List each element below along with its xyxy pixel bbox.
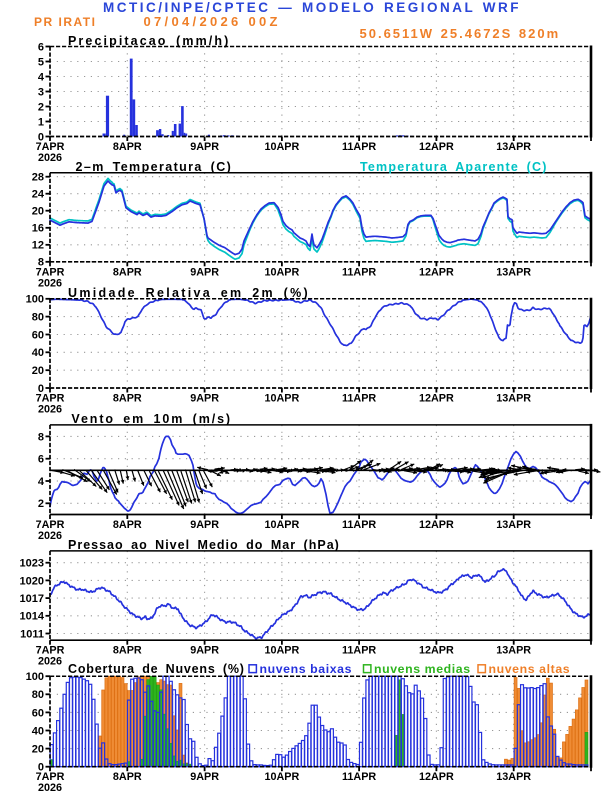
svg-text:8: 8 xyxy=(38,257,44,269)
svg-text:20: 20 xyxy=(32,744,44,756)
svg-text:13APR: 13APR xyxy=(496,645,531,657)
svg-text:9APR: 9APR xyxy=(190,645,219,657)
svg-text:1: 1 xyxy=(38,116,44,128)
svg-text:Umidade Relativa em 2m (%): Umidade Relativa em 2m (%) xyxy=(68,286,310,300)
svg-text:2026: 2026 xyxy=(38,530,62,542)
svg-text:13APR: 13APR xyxy=(496,266,531,278)
svg-text:9APR: 9APR xyxy=(190,266,219,278)
svg-text:13APR: 13APR xyxy=(496,393,531,405)
svg-text:60: 60 xyxy=(32,707,44,719)
svg-text:2026: 2026 xyxy=(38,277,62,289)
svg-text:8APR: 8APR xyxy=(113,393,142,405)
svg-text:2: 2 xyxy=(38,498,44,510)
svg-text:5: 5 xyxy=(38,56,44,68)
svg-text:9APR: 9APR xyxy=(190,771,219,783)
svg-text:Cobertura de Nuvens (%): Cobertura de Nuvens (%) xyxy=(68,662,245,676)
svg-text:8APR: 8APR xyxy=(113,645,142,657)
svg-text:2: 2 xyxy=(38,101,44,113)
svg-text:1023: 1023 xyxy=(20,558,44,570)
svg-text:Pressao ao Nivel Medio do Mar: Pressao ao Nivel Medio do Mar (hPa) xyxy=(68,538,340,552)
svg-text:10APR: 10APR xyxy=(264,393,299,405)
svg-text:8APR: 8APR xyxy=(113,141,142,153)
svg-text:8: 8 xyxy=(38,431,44,443)
svg-text:13APR: 13APR xyxy=(496,771,531,783)
svg-text:10APR: 10APR xyxy=(264,141,299,153)
svg-text:12APR: 12APR xyxy=(419,771,454,783)
svg-text:6: 6 xyxy=(38,41,44,53)
svg-text:12: 12 xyxy=(32,240,44,252)
svg-text:6: 6 xyxy=(38,454,44,466)
svg-text:12APR: 12APR xyxy=(419,645,454,657)
svg-text:13APR: 13APR xyxy=(496,519,531,531)
svg-text:13APR: 13APR xyxy=(496,141,531,153)
svg-text:07/04/2026 00Z: 07/04/2026 00Z xyxy=(144,14,281,29)
svg-text:0: 0 xyxy=(38,762,44,774)
svg-text:80: 80 xyxy=(32,312,44,324)
svg-text:PR IRATI: PR IRATI xyxy=(34,15,96,29)
svg-text:1020: 1020 xyxy=(20,575,44,587)
svg-text:40: 40 xyxy=(32,347,44,359)
svg-text:2026: 2026 xyxy=(38,782,62,792)
svg-text:2026: 2026 xyxy=(38,404,62,416)
svg-text:Temperatura Aparente (C): Temperatura Aparente (C) xyxy=(360,160,548,174)
svg-text:2–m Temperatura (C): 2–m Temperatura (C) xyxy=(76,160,233,174)
svg-text:100: 100 xyxy=(26,671,44,683)
svg-text:12APR: 12APR xyxy=(419,141,454,153)
svg-text:100: 100 xyxy=(26,294,44,306)
svg-text:10APR: 10APR xyxy=(264,519,299,531)
svg-text:0: 0 xyxy=(38,131,44,143)
svg-text:4: 4 xyxy=(38,71,45,83)
svg-text:8APR: 8APR xyxy=(113,771,142,783)
svg-text:1014: 1014 xyxy=(20,611,45,623)
svg-text:20: 20 xyxy=(32,365,44,377)
svg-text:12APR: 12APR xyxy=(419,266,454,278)
svg-text:nuvens baixas: nuvens baixas xyxy=(260,662,353,676)
svg-text:11APR: 11APR xyxy=(342,771,376,783)
svg-text:0: 0 xyxy=(38,383,44,395)
svg-text:4: 4 xyxy=(38,476,45,488)
svg-text:24: 24 xyxy=(32,189,45,201)
svg-text:16: 16 xyxy=(32,223,44,235)
svg-text:10APR: 10APR xyxy=(264,645,299,657)
svg-text:1011: 1011 xyxy=(20,628,44,640)
svg-text:11APR: 11APR xyxy=(342,266,376,278)
svg-text:20: 20 xyxy=(32,206,44,218)
svg-text:2026: 2026 xyxy=(38,152,62,164)
svg-text:nuvens altas: nuvens altas xyxy=(489,662,571,676)
svg-text:12APR: 12APR xyxy=(419,519,454,531)
svg-text:11APR: 11APR xyxy=(342,393,376,405)
svg-text:40: 40 xyxy=(32,725,44,737)
svg-text:1017: 1017 xyxy=(20,593,44,605)
svg-text:8APR: 8APR xyxy=(113,266,142,278)
svg-text:nuvens medias: nuvens medias xyxy=(374,662,471,676)
svg-text:80: 80 xyxy=(32,689,44,701)
svg-text:3: 3 xyxy=(38,86,44,98)
svg-text:MCTIC/INPE/CPTEC — MODELO REGI: MCTIC/INPE/CPTEC — MODELO REGIONAL WRF xyxy=(103,0,521,15)
svg-text:50.6511W 25.4672S 820m: 50.6511W 25.4672S 820m xyxy=(360,26,561,41)
svg-text:Vento em 10m (m/s): Vento em 10m (m/s) xyxy=(71,412,232,426)
svg-text:10APR: 10APR xyxy=(264,771,299,783)
svg-text:60: 60 xyxy=(32,329,44,341)
svg-text:10APR: 10APR xyxy=(264,266,299,278)
svg-text:9APR: 9APR xyxy=(190,393,219,405)
svg-text:28: 28 xyxy=(32,172,44,184)
svg-text:Precipitacao (mm/h): Precipitacao (mm/h) xyxy=(68,34,230,48)
svg-text:9APR: 9APR xyxy=(190,519,219,531)
svg-text:9APR: 9APR xyxy=(190,141,219,153)
svg-text:11APR: 11APR xyxy=(342,141,376,153)
svg-text:11APR: 11APR xyxy=(342,519,376,531)
svg-text:11APR: 11APR xyxy=(342,645,376,657)
svg-text:12APR: 12APR xyxy=(419,393,454,405)
svg-text:2026: 2026 xyxy=(38,656,62,668)
svg-text:8APR: 8APR xyxy=(113,519,142,531)
